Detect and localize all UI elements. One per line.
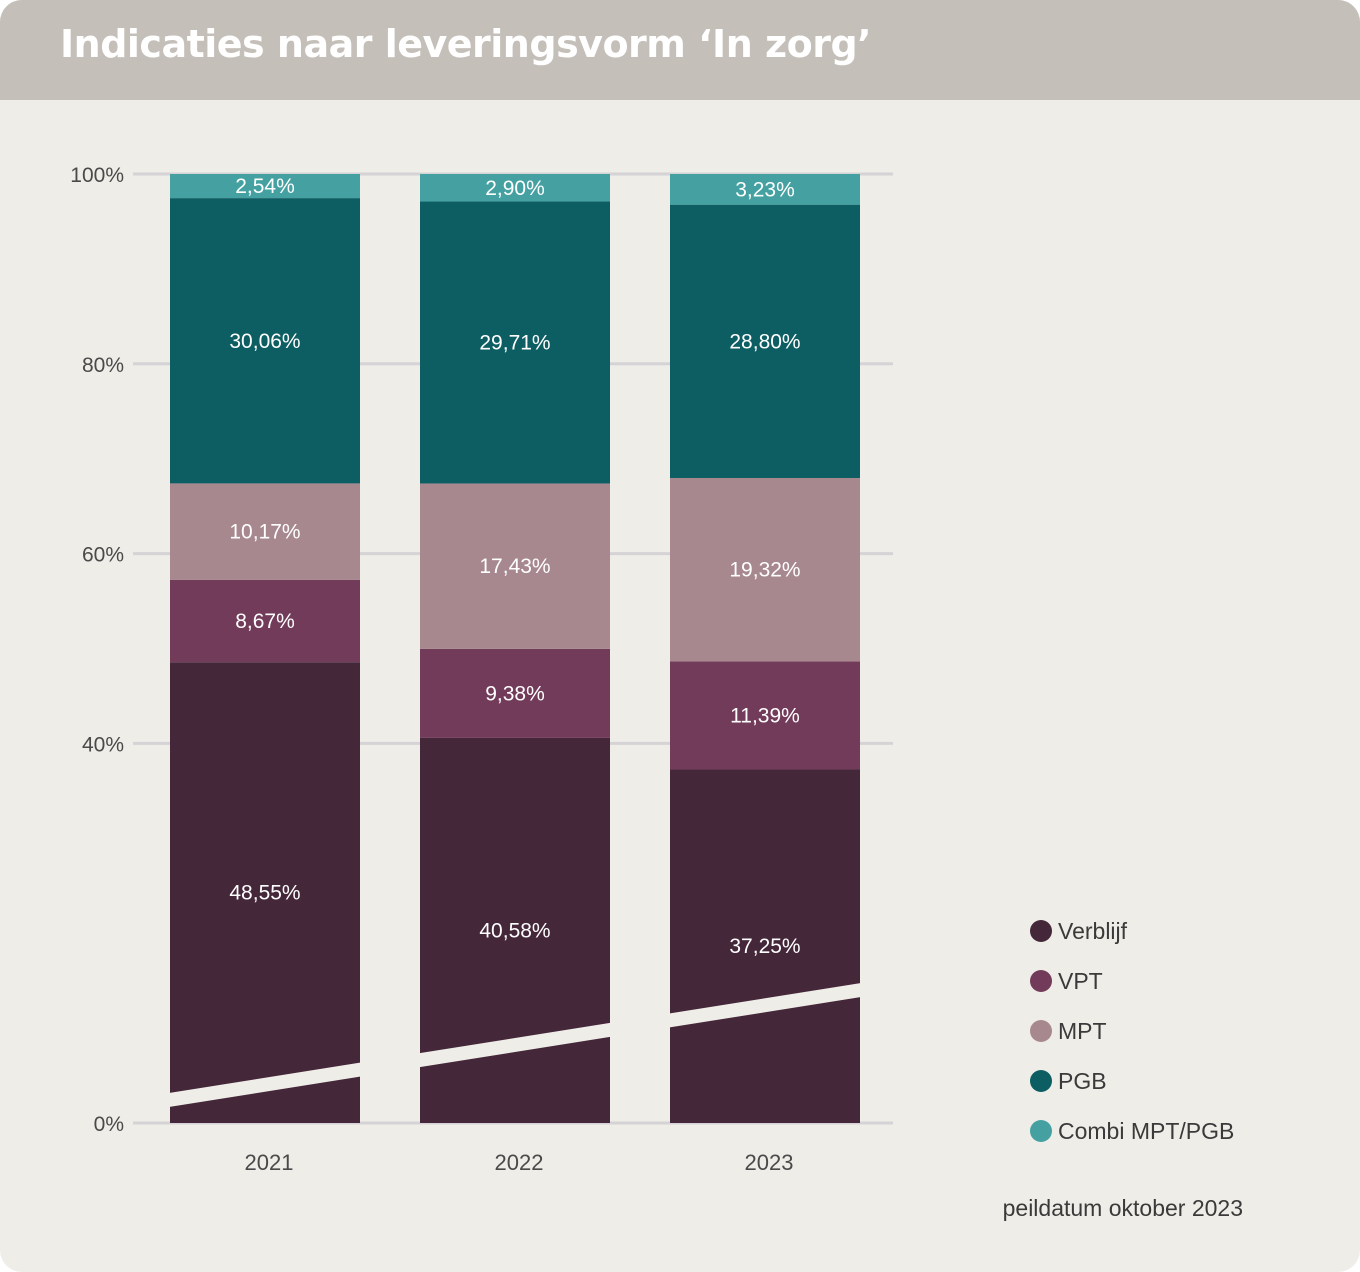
- legend-label: PGB: [1058, 1067, 1107, 1094]
- y-tick-label: 100%: [70, 164, 124, 187]
- bar-vpt-2021: [170, 579, 360, 663]
- y-tick-label: 60%: [82, 544, 124, 567]
- data-label: 10,17%: [229, 521, 300, 544]
- bar-stack-2021: 48,55% 8,67% 10,17% 30,06% 2,54%: [170, 174, 360, 1123]
- legend-swatch: [1030, 920, 1052, 942]
- bar-mpt-2022: [420, 483, 610, 649]
- data-label: 8,67%: [235, 610, 295, 633]
- bar-pgb-2022: [420, 201, 610, 484]
- data-label: 3,23%: [735, 178, 795, 201]
- data-label: 40,58%: [479, 919, 550, 942]
- bar-mpt-2021: [170, 483, 360, 580]
- data-label: 37,25%: [729, 935, 800, 958]
- legend-label: VPT: [1058, 967, 1103, 994]
- y-tick-label: 0%: [94, 1113, 124, 1136]
- data-label: 2,54%: [235, 175, 295, 198]
- bar-stack-2022: 40,58% 9,38% 17,43% 29,71% 2,90%: [420, 174, 610, 1123]
- legend-item-combi-mpt-pgb: Combi MPT/PGB: [1030, 1106, 1234, 1156]
- legend-item-mpt: MPT: [1030, 1006, 1234, 1056]
- legend-label: Verblijf: [1058, 917, 1128, 944]
- legend-item-verblijf: Verblijf: [1030, 906, 1234, 956]
- bar-verblijf-2023: [670, 769, 860, 1123]
- title-bar: Indicaties naar leveringsvorm ‘In zorg’: [0, 0, 1360, 100]
- y-tick-label: 40%: [82, 733, 124, 756]
- legend: Verblijf VPT MPT PGB Combi MPT/PGB: [1030, 906, 1234, 1156]
- data-label: 48,55%: [229, 882, 300, 905]
- legend-swatch: [1030, 1120, 1052, 1142]
- y-axis-ticks: 0% 40% 60% 80% 100%: [70, 164, 124, 1136]
- legend-label: MPT: [1058, 1017, 1107, 1044]
- bar-combi-mpt-pgb-2023: [670, 174, 860, 205]
- data-label: 9,38%: [485, 682, 545, 705]
- legend-label: Combi MPT/PGB: [1058, 1117, 1235, 1144]
- chart-title: Indicaties naar leveringsvorm ‘In zorg’: [60, 22, 872, 66]
- data-label: 29,71%: [479, 331, 550, 354]
- data-label: 17,43%: [479, 555, 550, 578]
- bar-vpt-2023: [670, 661, 860, 770]
- bar-combi-mpt-pgb-2021: [170, 174, 360, 199]
- bar-stack-2023: 37,25% 11,39% 19,32% 28,80% 3,23%: [670, 174, 860, 1123]
- data-label: 2,90%: [485, 177, 545, 200]
- bars: 48,55% 8,67% 10,17% 30,06% 2,54% 2021 40,58% 9,…: [170, 174, 860, 1175]
- x-tick-label: 2022: [495, 1150, 544, 1175]
- bar-verblijf-2021: [170, 662, 360, 1123]
- bar-vpt-2022: [420, 648, 610, 738]
- data-label: 28,80%: [729, 330, 800, 353]
- legend-item-vpt: VPT: [1030, 956, 1234, 1006]
- legend-item-pgb: PGB: [1030, 1056, 1234, 1106]
- bar-pgb-2021: [170, 198, 360, 484]
- legend-swatch: [1030, 1070, 1052, 1092]
- data-label: 19,32%: [729, 559, 800, 582]
- x-tick-label: 2021: [245, 1150, 294, 1175]
- footnote: peildatum oktober 2023: [1002, 1195, 1243, 1221]
- bar-combi-mpt-pgb-2022: [420, 174, 610, 202]
- legend-swatch: [1030, 1020, 1052, 1042]
- x-tick-label: 2023: [745, 1150, 794, 1175]
- y-tick-label: 80%: [82, 354, 124, 377]
- bar-mpt-2023: [670, 477, 860, 662]
- axis-break-band: [150, 980, 880, 1110]
- legend-swatch: [1030, 970, 1052, 992]
- bar-pgb-2023: [670, 204, 860, 478]
- data-label: 30,06%: [229, 330, 300, 353]
- data-label: 11,39%: [730, 704, 800, 727]
